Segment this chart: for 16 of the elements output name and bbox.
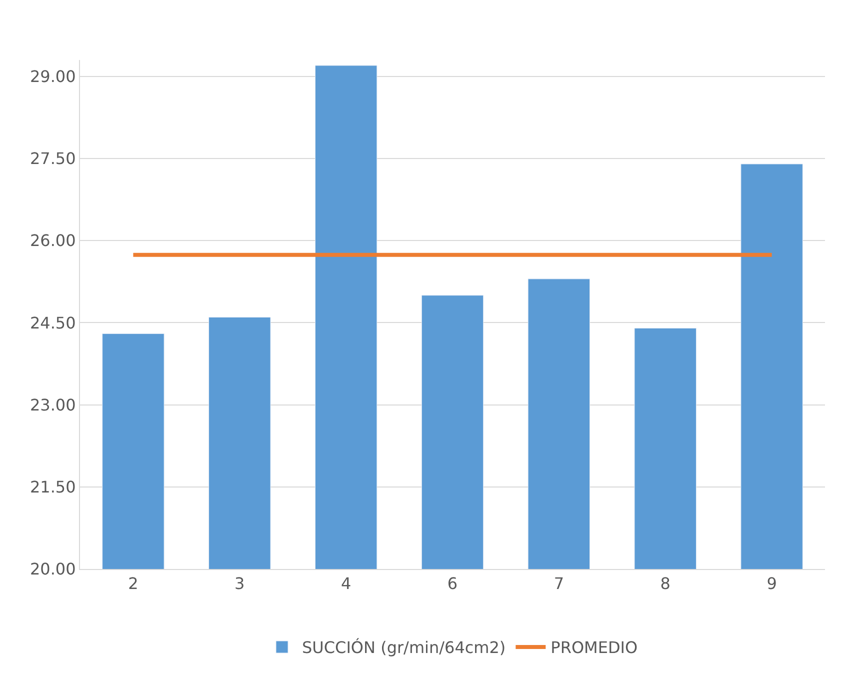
x-tick-label: 3 [234, 574, 245, 594]
x-tick-label: 8 [660, 574, 670, 594]
y-tick-label: 27.50 [30, 149, 76, 168]
y-tick-label: 21.50 [30, 478, 76, 496]
legend-label: SUCCIÓN (gr/min/64cm2) [302, 638, 506, 658]
y-tick-label: 29.00 [30, 67, 76, 86]
y-tick-label: 24.50 [30, 313, 76, 332]
x-tick-label: 7 [554, 574, 564, 594]
x-tick-label: 2 [128, 574, 138, 594]
y-tick-label: 20.00 [30, 560, 76, 579]
x-tick-label: 4 [340, 574, 352, 594]
y-tick-label: 23.00 [30, 395, 76, 414]
x-tick-label: 6 [447, 574, 458, 594]
y-tick-label: 26.00 [30, 231, 76, 250]
legend-label: PROMEDIO [550, 638, 638, 658]
x-tick-label: 9 [766, 574, 777, 594]
